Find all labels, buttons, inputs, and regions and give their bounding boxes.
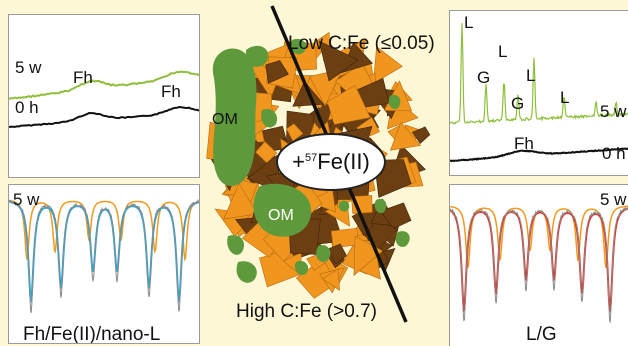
mineral-facet (389, 121, 422, 151)
organic-matter-blob (316, 245, 331, 263)
peak-label-l: L (526, 66, 536, 85)
label-5w: 5 w (13, 190, 40, 209)
peak-label-g: G (477, 68, 491, 87)
isotope-superscript: 57 (305, 152, 318, 164)
mossbauer-fit-plot (9, 198, 199, 313)
mineral-facet (265, 60, 289, 84)
fit-component-orange (9, 199, 199, 262)
mineral-facet (326, 243, 347, 265)
organic-matter-label: OM (212, 111, 238, 128)
label-5w: 5 w (15, 58, 42, 77)
mineral-facet (370, 207, 392, 226)
mineral-facet (255, 141, 278, 164)
high-carbon-label: High C:Fe (>0.7) (236, 301, 377, 322)
organic-matter-label: OM (268, 207, 294, 224)
addition-prefix: + (292, 149, 306, 174)
xrd-panel-high-carbon: L G L G L L 5 w Fh 0 h (449, 10, 628, 176)
peak-label-fh-2: Fh (161, 82, 181, 101)
organic-matter-blob (374, 198, 387, 214)
mossbauer-panel-low-carbon: 5 w Fh/Fe(II)/nano-L (8, 184, 200, 344)
spectrum-0h-black (450, 147, 628, 163)
spectrum-0h-black (9, 105, 199, 129)
mineral-facet (353, 235, 384, 277)
label-5w: 5 w (600, 102, 627, 121)
mossbauer-panel-high-carbon: 5 w L/G (449, 184, 628, 346)
mineral-facet (223, 182, 258, 220)
organic-matter-blob (246, 45, 269, 67)
peak-label-l: L (464, 13, 474, 32)
label-5w: 5 w (600, 190, 627, 209)
mineral-facet (412, 126, 431, 144)
measured-data-gray (9, 198, 199, 313)
spectrum-5w-green (450, 23, 628, 125)
organic-matter-blob (212, 48, 257, 187)
organic-matter-blob (388, 94, 401, 110)
low-carbon-label: Low C:Fe (≤0.05) (288, 33, 435, 54)
mineral-facet (373, 46, 403, 85)
peak-label-g: G (511, 94, 525, 113)
mineral-facet (327, 84, 371, 125)
peak-label-fh-1: Fh (73, 68, 93, 87)
organic-matter-blob (294, 260, 309, 276)
xrd-spectra-plot (450, 23, 628, 163)
fit-label: L/G (526, 324, 557, 345)
label-0h: 0 h (15, 98, 39, 117)
measured-data-gray (450, 206, 628, 324)
organic-matter-blob (291, 38, 307, 55)
peak-label-l: L (560, 88, 570, 107)
organic-matter-blob (227, 235, 245, 255)
organic-matter-blob (395, 231, 410, 247)
organic-matter-blob (261, 108, 278, 128)
mineral-facet (330, 227, 359, 249)
xrd-panel-low-carbon: 5 w 0 h Fh Fh (8, 14, 200, 178)
organic-matter-blob (236, 261, 257, 283)
xrd-spectra-plot (9, 70, 199, 129)
addition-species: Fe(II) (317, 149, 370, 174)
fit-label: Fh/Fe(II)/nano-L (23, 324, 161, 344)
mineral-facet (322, 268, 340, 291)
fe-addition-ellipse: +57 Fe(II) (276, 133, 386, 191)
mossbauer-fit-plot (450, 205, 628, 324)
organic-matter-blob (338, 200, 350, 212)
organic-matter-blobs (212, 38, 410, 283)
organic-matter-blob (253, 183, 312, 237)
label-0h: 0 h (602, 144, 626, 163)
spectrum-5w-green (9, 70, 199, 100)
peak-label-l: L (498, 42, 508, 61)
peak-label-fh: Fh (514, 134, 534, 153)
fit-component-orange (450, 205, 628, 268)
fit-component-red (450, 207, 628, 314)
mineral-facet (308, 68, 343, 107)
mineral-facet (318, 40, 359, 82)
mineral-cluster-illustration: Low C:Fe (≤0.05) High C:Fe (>0.7) OM OM … (200, 0, 449, 346)
